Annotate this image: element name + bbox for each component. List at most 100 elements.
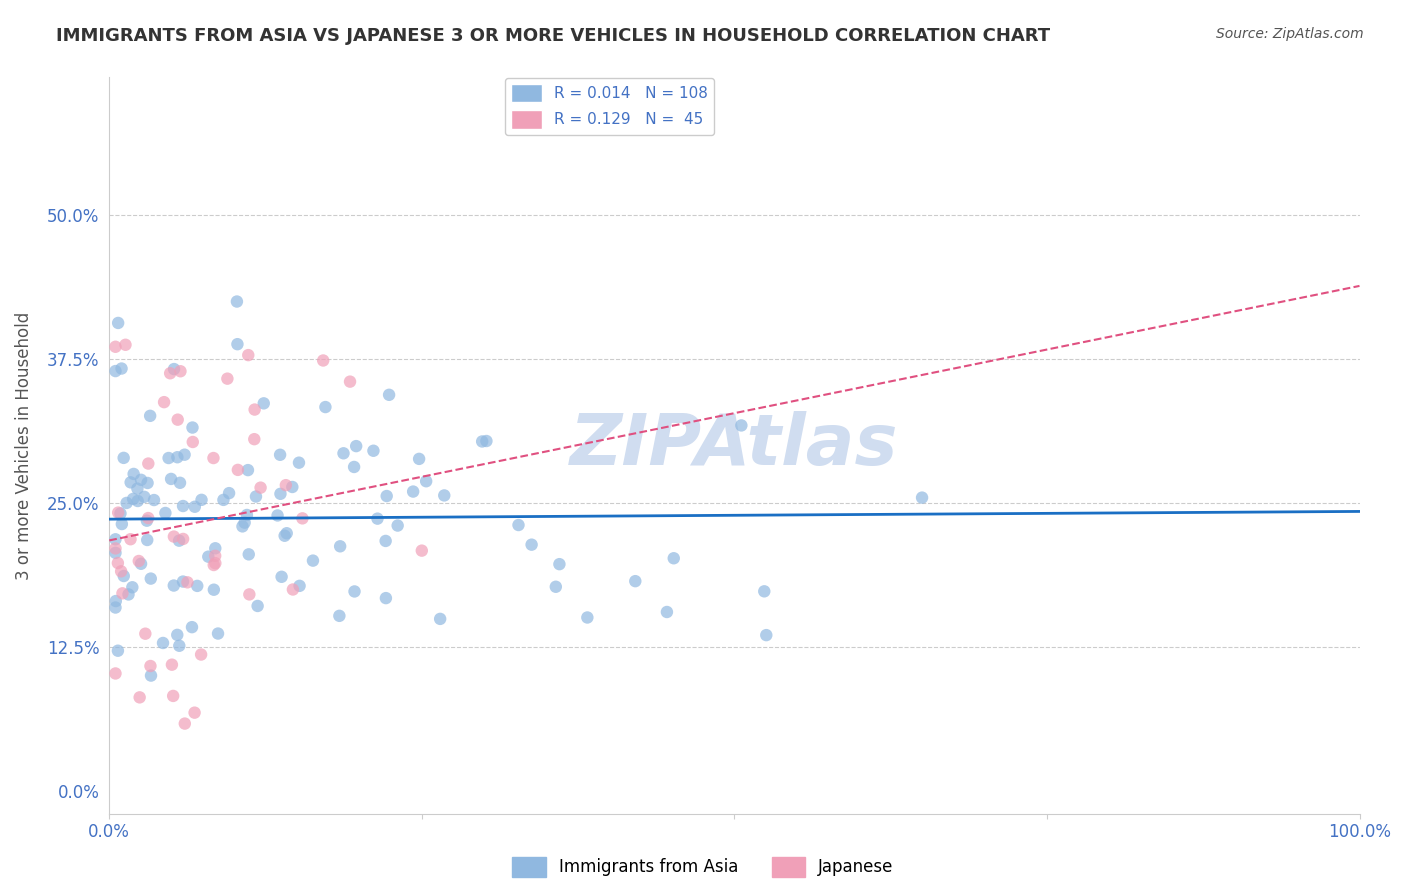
Japanese <box>411 543 433 558</box>
Japanese <box>114 338 136 352</box>
Immigrants from Asia <box>181 620 204 634</box>
Immigrants from Asia <box>402 484 425 499</box>
Immigrants from Asia <box>415 474 437 488</box>
Immigrants from Asia <box>662 551 685 566</box>
Text: ZIPAtlas: ZIPAtlas <box>569 411 898 480</box>
Japanese <box>291 511 314 525</box>
Japanese <box>169 364 191 378</box>
Immigrants from Asia <box>270 570 292 584</box>
Immigrants from Asia <box>624 574 647 589</box>
Immigrants from Asia <box>253 396 276 410</box>
Immigrants from Asia <box>755 628 778 642</box>
Immigrants from Asia <box>111 517 134 532</box>
Japanese <box>190 648 212 662</box>
Japanese <box>104 666 127 681</box>
Japanese <box>111 586 134 600</box>
Immigrants from Asia <box>387 518 409 533</box>
Immigrants from Asia <box>576 610 599 624</box>
Immigrants from Asia <box>166 628 188 642</box>
Japanese <box>139 659 162 673</box>
Immigrants from Asia <box>186 579 208 593</box>
Japanese <box>107 556 129 570</box>
Immigrants from Asia <box>163 362 186 376</box>
Japanese <box>107 506 129 520</box>
Immigrants from Asia <box>197 549 219 564</box>
Immigrants from Asia <box>190 492 212 507</box>
Japanese <box>136 457 159 471</box>
Japanese <box>162 689 184 703</box>
Immigrants from Asia <box>655 605 678 619</box>
Immigrants from Asia <box>163 578 186 592</box>
Immigrants from Asia <box>273 529 295 543</box>
Immigrants from Asia <box>520 538 543 552</box>
Immigrants from Asia <box>363 443 385 458</box>
Immigrants from Asia <box>302 553 325 567</box>
Immigrants from Asia <box>117 587 139 601</box>
Japanese <box>312 353 335 368</box>
Japanese <box>104 340 127 354</box>
Immigrants from Asia <box>127 482 149 496</box>
Japanese <box>202 450 225 465</box>
Immigrants from Asia <box>475 434 498 448</box>
Immigrants from Asia <box>107 316 129 330</box>
Y-axis label: 3 or more Vehicles in Household: 3 or more Vehicles in Household <box>15 311 32 580</box>
Immigrants from Asia <box>104 364 127 378</box>
Immigrants from Asia <box>375 489 398 503</box>
Japanese <box>204 549 226 563</box>
Immigrants from Asia <box>139 572 162 586</box>
Japanese <box>134 626 156 640</box>
Japanese <box>274 478 297 492</box>
Immigrants from Asia <box>236 508 259 522</box>
Immigrants from Asia <box>344 439 367 453</box>
Japanese <box>120 533 142 547</box>
Japanese <box>166 412 188 426</box>
Immigrants from Asia <box>218 486 240 500</box>
Immigrants from Asia <box>169 639 191 653</box>
Immigrants from Asia <box>471 434 494 449</box>
Immigrants from Asia <box>226 337 249 351</box>
Immigrants from Asia <box>155 506 177 520</box>
Immigrants from Asia <box>173 448 195 462</box>
Immigrants from Asia <box>288 579 311 593</box>
Immigrants from Asia <box>121 580 143 594</box>
Immigrants from Asia <box>343 460 366 475</box>
Immigrants from Asia <box>207 626 229 640</box>
Immigrants from Asia <box>136 475 159 490</box>
Immigrants from Asia <box>172 574 194 589</box>
Immigrants from Asia <box>134 490 156 504</box>
Immigrants from Asia <box>508 518 530 533</box>
Immigrants from Asia <box>236 463 259 477</box>
Japanese <box>181 434 204 449</box>
Immigrants from Asia <box>374 533 396 548</box>
Immigrants from Asia <box>433 488 456 502</box>
Text: IMMIGRANTS FROM ASIA VS JAPANESE 3 OR MORE VEHICLES IN HOUSEHOLD CORRELATION CHA: IMMIGRANTS FROM ASIA VS JAPANESE 3 OR MO… <box>56 27 1050 45</box>
Immigrants from Asia <box>122 467 145 481</box>
Immigrants from Asia <box>328 608 350 623</box>
Immigrants from Asia <box>202 582 225 597</box>
Japanese <box>136 511 159 525</box>
Immigrants from Asia <box>129 473 152 487</box>
Immigrants from Asia <box>269 487 291 501</box>
Immigrants from Asia <box>245 490 267 504</box>
Immigrants from Asia <box>112 569 135 583</box>
Immigrants from Asia <box>139 409 162 423</box>
Japanese <box>153 395 176 409</box>
Japanese <box>110 564 132 578</box>
Japanese <box>163 530 186 544</box>
Japanese <box>217 371 239 385</box>
Immigrants from Asia <box>104 594 127 608</box>
Immigrants from Asia <box>269 448 291 462</box>
Japanese <box>202 558 225 572</box>
Immigrants from Asia <box>172 499 194 513</box>
Legend: R = 0.014   N = 108, R = 0.129   N =  45: R = 0.014 N = 108, R = 0.129 N = 45 <box>505 78 714 135</box>
Japanese <box>104 541 127 556</box>
Immigrants from Asia <box>730 418 752 433</box>
Japanese <box>159 366 181 380</box>
Immigrants from Asia <box>212 492 235 507</box>
Immigrants from Asia <box>374 591 396 606</box>
Immigrants from Asia <box>343 584 366 599</box>
Immigrants from Asia <box>233 516 256 530</box>
Text: Source: ZipAtlas.com: Source: ZipAtlas.com <box>1216 27 1364 41</box>
Immigrants from Asia <box>104 533 127 547</box>
Japanese <box>249 481 271 495</box>
